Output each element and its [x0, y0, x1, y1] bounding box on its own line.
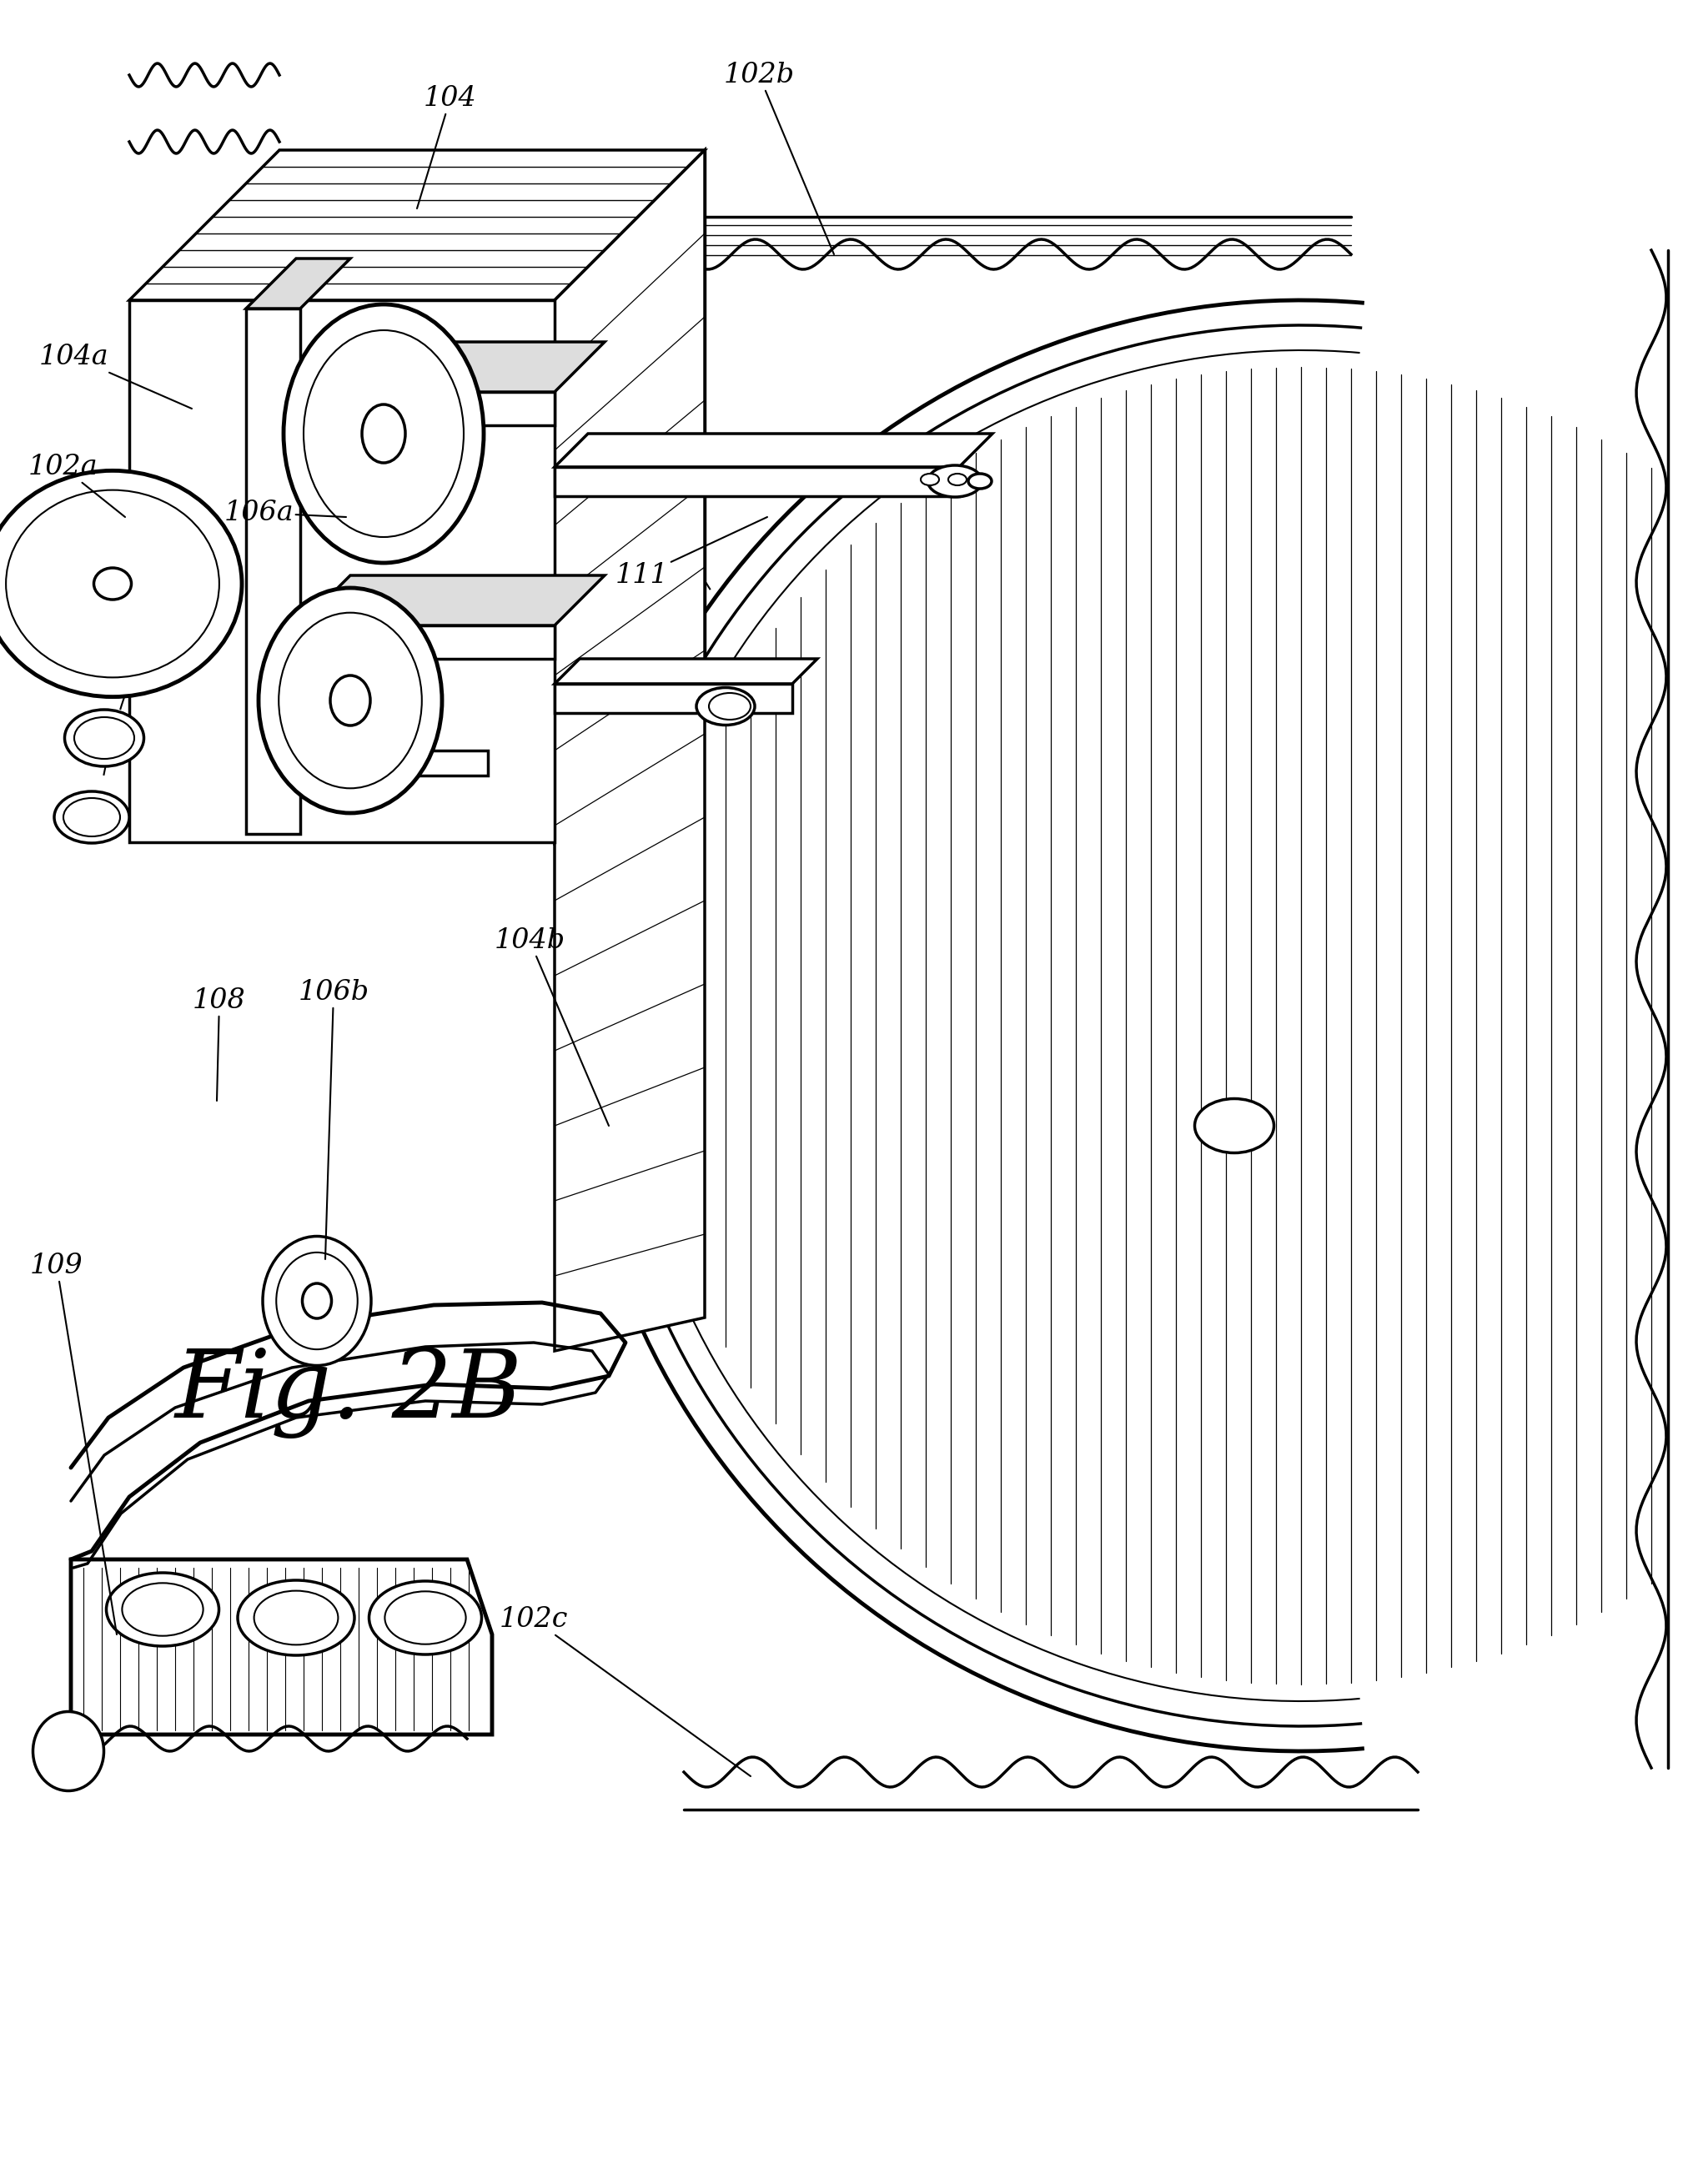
Text: 109: 109: [30, 1254, 117, 1634]
Polygon shape: [554, 435, 992, 467]
Ellipse shape: [921, 474, 938, 485]
Ellipse shape: [384, 1592, 466, 1645]
Text: Fig. 2B: Fig. 2B: [174, 1345, 523, 1439]
Polygon shape: [71, 1559, 491, 1734]
Text: 104b: 104b: [494, 928, 608, 1125]
Ellipse shape: [93, 568, 132, 601]
Ellipse shape: [968, 474, 990, 489]
Ellipse shape: [64, 710, 144, 767]
Ellipse shape: [362, 404, 405, 463]
Ellipse shape: [709, 692, 750, 721]
Polygon shape: [245, 308, 300, 834]
Polygon shape: [300, 343, 604, 391]
Ellipse shape: [262, 1236, 371, 1365]
Ellipse shape: [369, 1581, 481, 1655]
Polygon shape: [554, 467, 958, 496]
Ellipse shape: [276, 1251, 357, 1350]
Ellipse shape: [74, 716, 134, 758]
Ellipse shape: [301, 1284, 332, 1319]
Text: 102c: 102c: [499, 1605, 750, 1776]
Text: 104a: 104a: [39, 343, 191, 408]
Polygon shape: [300, 391, 554, 426]
Text: 102b: 102b: [723, 61, 833, 253]
Ellipse shape: [237, 1581, 354, 1655]
Polygon shape: [300, 574, 604, 625]
Ellipse shape: [7, 489, 218, 677]
Ellipse shape: [54, 791, 129, 843]
Ellipse shape: [63, 797, 120, 836]
Polygon shape: [300, 751, 488, 775]
Polygon shape: [129, 151, 704, 299]
Ellipse shape: [254, 1590, 339, 1645]
Ellipse shape: [1194, 1099, 1273, 1153]
Ellipse shape: [283, 304, 484, 563]
Text: 106a: 106a: [223, 500, 345, 526]
Polygon shape: [554, 660, 818, 684]
Ellipse shape: [259, 587, 442, 812]
Polygon shape: [279, 151, 704, 692]
Polygon shape: [554, 684, 792, 712]
Text: 102a: 102a: [27, 454, 125, 518]
Ellipse shape: [0, 470, 242, 697]
Polygon shape: [129, 299, 554, 843]
Polygon shape: [554, 151, 704, 843]
Ellipse shape: [32, 1712, 103, 1791]
Ellipse shape: [334, 356, 433, 393]
Ellipse shape: [303, 330, 464, 537]
Text: 104: 104: [416, 85, 477, 207]
Text: 106b: 106b: [298, 978, 369, 1260]
Ellipse shape: [279, 614, 422, 788]
Ellipse shape: [928, 465, 982, 498]
Ellipse shape: [696, 688, 755, 725]
Ellipse shape: [305, 592, 396, 625]
Polygon shape: [554, 151, 704, 1352]
Text: 111: 111: [615, 518, 767, 590]
Ellipse shape: [948, 474, 967, 485]
Ellipse shape: [122, 1583, 203, 1636]
Ellipse shape: [330, 675, 371, 725]
Text: 108: 108: [193, 987, 245, 1101]
Ellipse shape: [107, 1572, 218, 1647]
Polygon shape: [245, 258, 350, 308]
Polygon shape: [300, 625, 554, 660]
